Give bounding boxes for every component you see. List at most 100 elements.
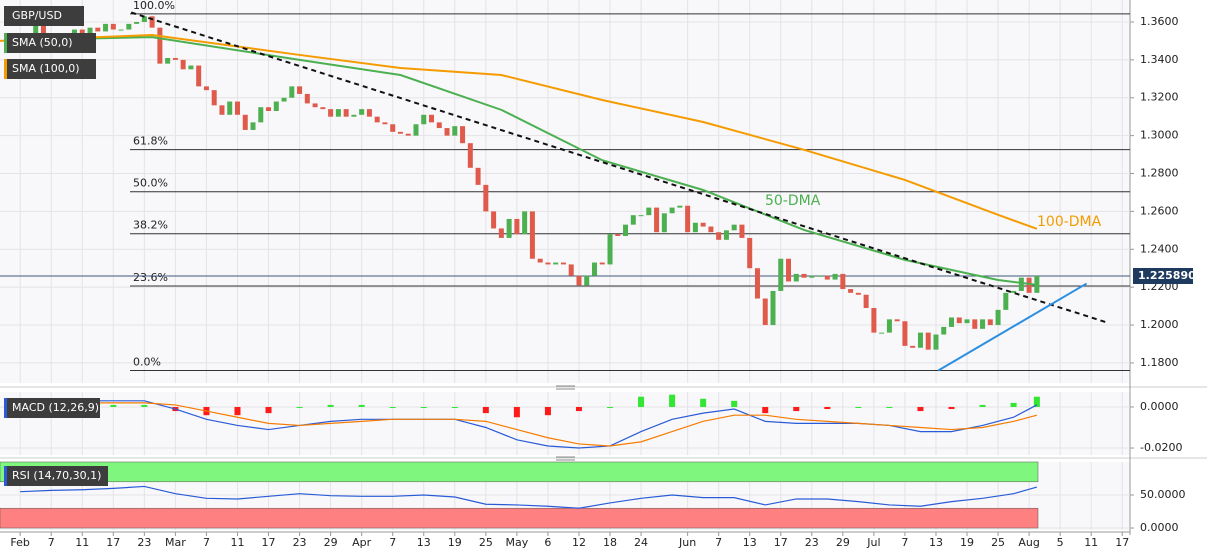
candle <box>917 332 923 348</box>
candle <box>894 319 900 322</box>
candle <box>436 122 442 129</box>
candle <box>537 258 543 263</box>
histogram-bar <box>1010 402 1017 407</box>
x-tick-label: 25 <box>479 536 493 549</box>
legend-swatch <box>4 398 7 418</box>
candle <box>281 97 287 102</box>
candle <box>716 232 722 240</box>
candle <box>429 114 435 123</box>
trend-line <box>937 282 1088 372</box>
candle <box>793 273 799 282</box>
y-tick-label: 0.0000 <box>1140 521 1179 534</box>
annotation: 50-DMA <box>765 193 821 209</box>
x-tick-label: 29 <box>836 536 850 549</box>
candle <box>328 109 334 117</box>
candle <box>203 86 209 91</box>
candle <box>413 124 419 136</box>
x-tick-label: 5 <box>1057 536 1064 549</box>
candle <box>553 262 559 265</box>
candle <box>390 124 396 132</box>
fib-label: 100.0% <box>133 0 175 12</box>
candle <box>359 109 365 115</box>
histogram-bar <box>110 404 117 407</box>
fib-label: 0.0% <box>133 355 161 368</box>
y-tick-label: 1.2000 <box>1140 318 1179 331</box>
candle <box>739 224 745 238</box>
candle <box>669 207 675 214</box>
legend-box <box>4 33 96 53</box>
candle <box>320 107 326 110</box>
x-tick-label: Jun <box>678 536 696 549</box>
x-tick-label: Apr <box>352 536 372 549</box>
candle <box>258 107 264 123</box>
candle <box>149 16 155 28</box>
candle <box>522 211 528 235</box>
y-tick-label: 1.3600 <box>1140 15 1179 28</box>
candle <box>452 126 458 136</box>
candle <box>723 230 729 240</box>
y-tick-label: 1.1800 <box>1140 356 1179 369</box>
fib-label: 38.2% <box>133 219 168 232</box>
histogram-bar <box>358 404 365 407</box>
signal-line <box>20 402 1038 447</box>
candle <box>1018 277 1024 291</box>
x-tick-label: 23 <box>805 536 819 549</box>
candle <box>95 27 101 32</box>
histogram-bar <box>234 406 241 416</box>
candle <box>576 275 582 286</box>
candle <box>33 23 39 38</box>
candle <box>110 23 116 30</box>
y-tick-label: 1.3400 <box>1140 53 1179 66</box>
candle <box>972 319 978 329</box>
candle <box>40 23 46 36</box>
candle <box>646 207 652 216</box>
candle <box>405 133 411 136</box>
candle <box>630 215 636 225</box>
candle <box>762 298 768 326</box>
candle <box>335 109 341 117</box>
candle <box>661 213 667 233</box>
legend-label: SMA (50,0) <box>12 36 73 49</box>
histogram-bar <box>141 404 148 407</box>
x-tick-label: 17 <box>106 536 120 549</box>
candle <box>584 275 590 286</box>
candle <box>607 234 613 265</box>
candle <box>134 21 140 24</box>
y-tick-label: 1.2600 <box>1140 204 1179 217</box>
x-tick-label: Feb <box>10 536 29 549</box>
candle <box>1003 292 1009 310</box>
histogram-bar <box>482 406 489 414</box>
candle <box>467 143 473 168</box>
candle <box>397 131 403 134</box>
candle <box>754 268 760 299</box>
candle <box>165 57 171 64</box>
candle <box>623 224 629 237</box>
candle <box>995 309 1001 326</box>
candle <box>654 207 660 233</box>
histogram-bar <box>669 394 676 407</box>
x-tick-label: 17 <box>262 536 276 549</box>
histogram-bar <box>731 400 738 407</box>
candle <box>118 29 124 31</box>
sma-line <box>0 34 1038 230</box>
candle <box>692 222 698 233</box>
candle <box>855 292 861 295</box>
x-tick-label: 24 <box>634 536 648 549</box>
candle <box>172 57 178 60</box>
histogram-bar <box>700 398 707 407</box>
x-tick-label: 12 <box>572 536 586 549</box>
candle <box>708 226 714 233</box>
candle <box>196 65 202 87</box>
annotation: 100-DMA <box>1037 214 1102 230</box>
legend-swatch <box>4 33 7 53</box>
x-tick-label: 25 <box>991 536 1005 549</box>
candle <box>514 218 520 235</box>
histogram-bar <box>793 406 800 412</box>
candle <box>956 317 962 324</box>
histogram-bar <box>451 406 458 408</box>
x-tick-label: 19 <box>960 536 974 549</box>
histogram-bar <box>265 406 272 414</box>
x-tick-label: 13 <box>743 536 757 549</box>
legend-box <box>4 6 84 26</box>
